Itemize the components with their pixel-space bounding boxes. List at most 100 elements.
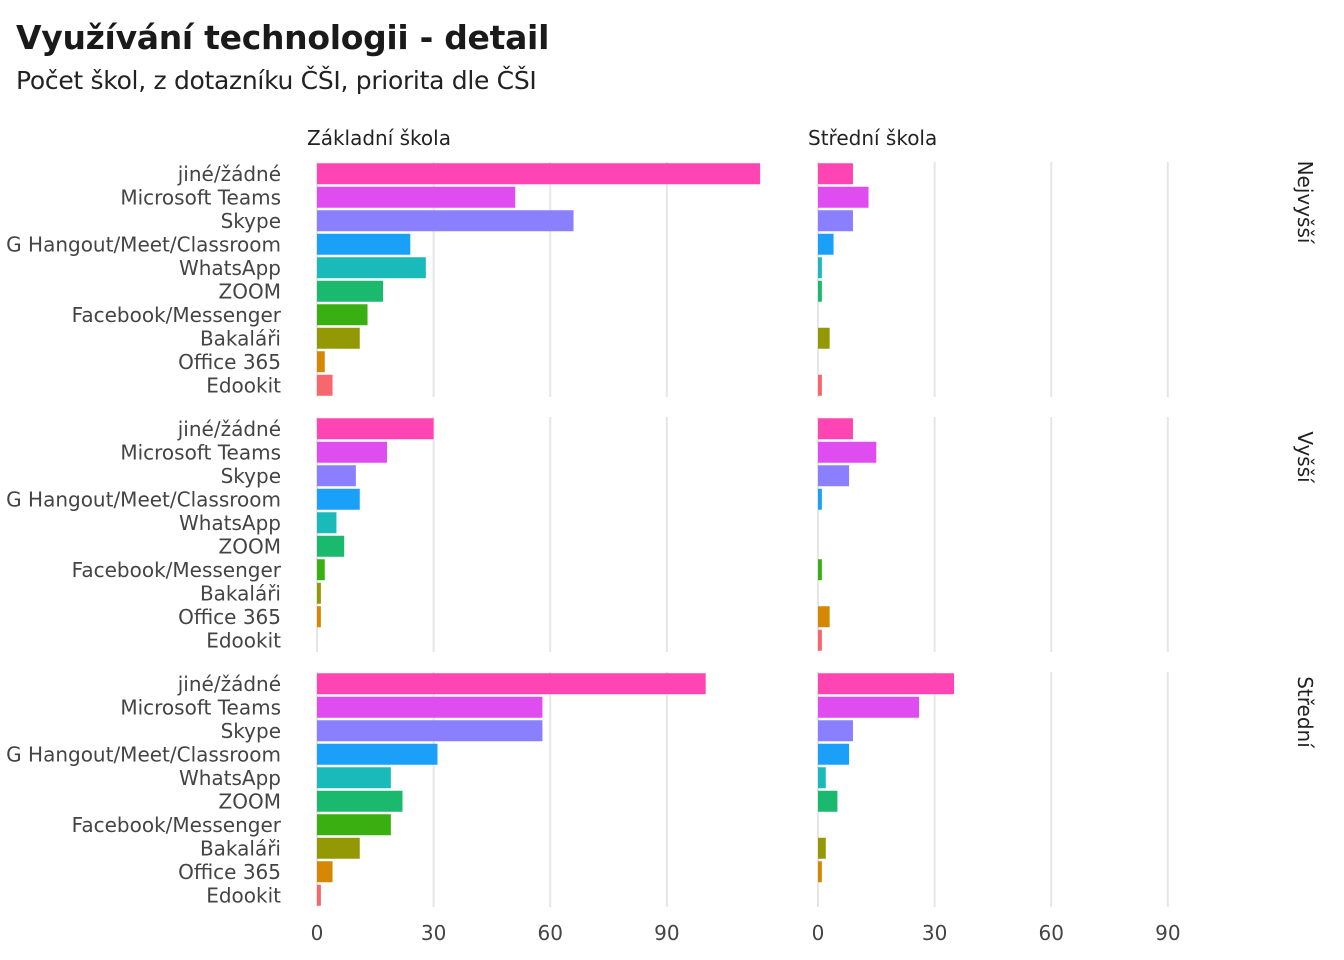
bar-skype (317, 465, 356, 487)
bar-facebook-messenger (317, 559, 325, 581)
category-label: Bakaláři (200, 836, 281, 860)
bar-edookit (317, 884, 321, 906)
bar-jine-zadne (317, 673, 706, 695)
bar-whatsapp (317, 512, 337, 534)
row-strip-vyssi: Vyšší (1293, 431, 1317, 484)
bar-microsoft-teams (818, 441, 877, 463)
bar-jine-zadne (818, 418, 853, 440)
category-label: Edookit (206, 373, 281, 397)
category-label: WhatsApp (179, 766, 281, 790)
bar-microsoft-teams (317, 441, 387, 463)
label-layer: Základní škola Střední škola Nejvyšší Vyšší… (6, 126, 1317, 945)
category-label: Edookit (206, 883, 281, 907)
bar-office-365 (818, 606, 830, 628)
category-label: WhatsApp (179, 256, 281, 280)
bar-skype (317, 210, 574, 232)
bar-facebook-messenger (317, 304, 368, 326)
bar-skype (818, 465, 850, 487)
category-label: Office 365 (178, 605, 281, 629)
category-label: Facebook/Messenger (72, 303, 282, 327)
bar-microsoft-teams (317, 696, 543, 718)
bar-g-hangout-meet-classroom (818, 233, 834, 255)
category-label: WhatsApp (179, 511, 281, 535)
bar-g-hangout-meet-classroom (317, 488, 360, 510)
bar-whatsapp (317, 257, 426, 279)
bar-edookit (317, 374, 333, 396)
category-label: Skype (221, 464, 281, 488)
bar-jine-zadne (317, 418, 434, 440)
bar-jine-zadne (818, 673, 955, 695)
bar-bakalari (818, 327, 830, 349)
bar-skype (818, 720, 853, 742)
category-label: jiné/žádné (177, 162, 281, 186)
bar-microsoft-teams (317, 186, 516, 208)
bar-edookit (818, 629, 822, 651)
row-strip-nejvyssi: Nejvyšší (1293, 161, 1317, 245)
bar-g-hangout-meet-classroom (317, 233, 411, 255)
category-label: Bakaláři (200, 326, 281, 350)
chart-subtitle: Počet škol, z dotazníku ČŠI, priorita dl… (16, 66, 537, 95)
category-label: ZOOM (219, 279, 281, 303)
bar-office-365 (317, 861, 333, 883)
bar-bakalari (818, 837, 826, 859)
bar-zoom (317, 790, 403, 812)
bar-g-hangout-meet-classroom (818, 488, 822, 510)
x-tick-label: 0 (311, 921, 324, 945)
grid-layer (316, 162, 1169, 907)
bar-whatsapp (818, 767, 826, 789)
bar-jine-zadne (317, 163, 761, 185)
category-label: Microsoft Teams (120, 440, 281, 464)
category-label: Edookit (206, 628, 281, 652)
category-label: Office 365 (178, 860, 281, 884)
bar-skype (317, 720, 543, 742)
row-strip-stredni: Střední (1293, 676, 1317, 749)
bar-bakalari (317, 327, 360, 349)
category-label: Skype (221, 209, 281, 233)
category-label: Skype (221, 719, 281, 743)
category-label: Microsoft Teams (120, 185, 281, 209)
bar-bakalari (317, 837, 360, 859)
category-label: Microsoft Teams (120, 695, 281, 719)
bar-layer (317, 163, 955, 906)
x-tick-label: 0 (812, 921, 825, 945)
bar-office-365 (317, 606, 321, 628)
bar-skype (818, 210, 853, 232)
x-tick-label: 60 (537, 921, 562, 945)
category-label: Bakaláři (200, 581, 281, 605)
bar-whatsapp (818, 257, 822, 279)
bar-whatsapp (317, 767, 391, 789)
bar-office-365 (818, 861, 822, 883)
bar-facebook-messenger (818, 559, 822, 581)
bar-microsoft-teams (818, 696, 920, 718)
bar-g-hangout-meet-classroom (818, 743, 850, 765)
bar-zoom (317, 280, 384, 302)
category-label: jiné/žádné (177, 672, 281, 696)
bar-bakalari (317, 582, 321, 604)
category-label: G Hangout/Meet/Classroom (6, 232, 281, 256)
category-label: G Hangout/Meet/Classroom (6, 742, 281, 766)
x-tick-label: 90 (654, 921, 679, 945)
x-tick-label: 30 (421, 921, 446, 945)
category-label: Office 365 (178, 350, 281, 374)
category-label: Facebook/Messenger (72, 813, 282, 837)
bar-facebook-messenger (317, 814, 391, 836)
bar-zoom (818, 790, 838, 812)
x-tick-label: 60 (1038, 921, 1063, 945)
x-tick-label: 30 (922, 921, 947, 945)
category-label: jiné/žádné (177, 417, 281, 441)
category-label: Facebook/Messenger (72, 558, 282, 582)
bar-edookit (818, 374, 822, 396)
x-tick-label: 90 (1155, 921, 1180, 945)
category-label: G Hangout/Meet/Classroom (6, 487, 281, 511)
column-strip-stredni-skola: Střední škola (808, 126, 937, 150)
chart-title: Využívání technologii - detail (16, 18, 550, 57)
bar-zoom (317, 535, 345, 557)
category-label: ZOOM (219, 789, 281, 813)
bar-office-365 (317, 351, 325, 373)
column-strip-zakladni-skola: Základní škola (307, 126, 451, 150)
category-label: ZOOM (219, 534, 281, 558)
bar-jine-zadne (818, 163, 853, 185)
bar-zoom (818, 280, 822, 302)
bar-microsoft-teams (818, 186, 869, 208)
